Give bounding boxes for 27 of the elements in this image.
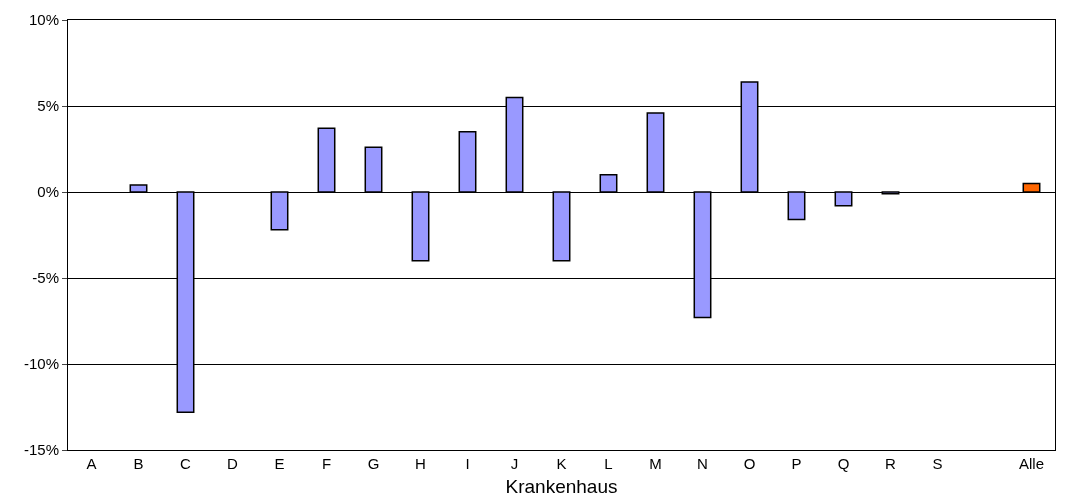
x-tick-label: G	[367, 455, 380, 472]
x-tick-label: D	[227, 455, 239, 472]
x-tick-label: K	[556, 455, 567, 472]
x-tick-label: S	[932, 455, 943, 472]
x-tick-label: M	[649, 455, 662, 472]
x-tick-label: B	[133, 455, 144, 472]
x-tick-label: P	[791, 455, 802, 472]
y-tick-label: -10%	[23, 355, 59, 373]
y-tick-label: -5%	[32, 269, 59, 287]
x-tick-label: H	[415, 455, 426, 472]
x-tick-label: R	[885, 455, 897, 472]
x-tick-label: Alle	[1018, 455, 1045, 472]
y-tick-label: 5%	[37, 97, 59, 115]
y-tick-label: -15%	[23, 441, 59, 459]
x-tick-label: I	[465, 455, 470, 472]
x-tick-label: F	[321, 455, 332, 472]
x-tick-label: J	[510, 455, 519, 472]
x-tick-label: Q	[837, 455, 850, 472]
x-tick-label: N	[697, 455, 708, 472]
x-tick-label: L	[604, 455, 613, 472]
x-tick-label: E	[274, 455, 285, 472]
x-axis-title: Krankenhaus	[505, 475, 618, 497]
y-tick-label: 0%	[37, 183, 59, 201]
x-tick-label: A	[86, 455, 97, 472]
y-tick-label: 10%	[28, 11, 59, 29]
x-tick-label: O	[743, 455, 756, 472]
x-tick-label: C	[180, 455, 192, 472]
